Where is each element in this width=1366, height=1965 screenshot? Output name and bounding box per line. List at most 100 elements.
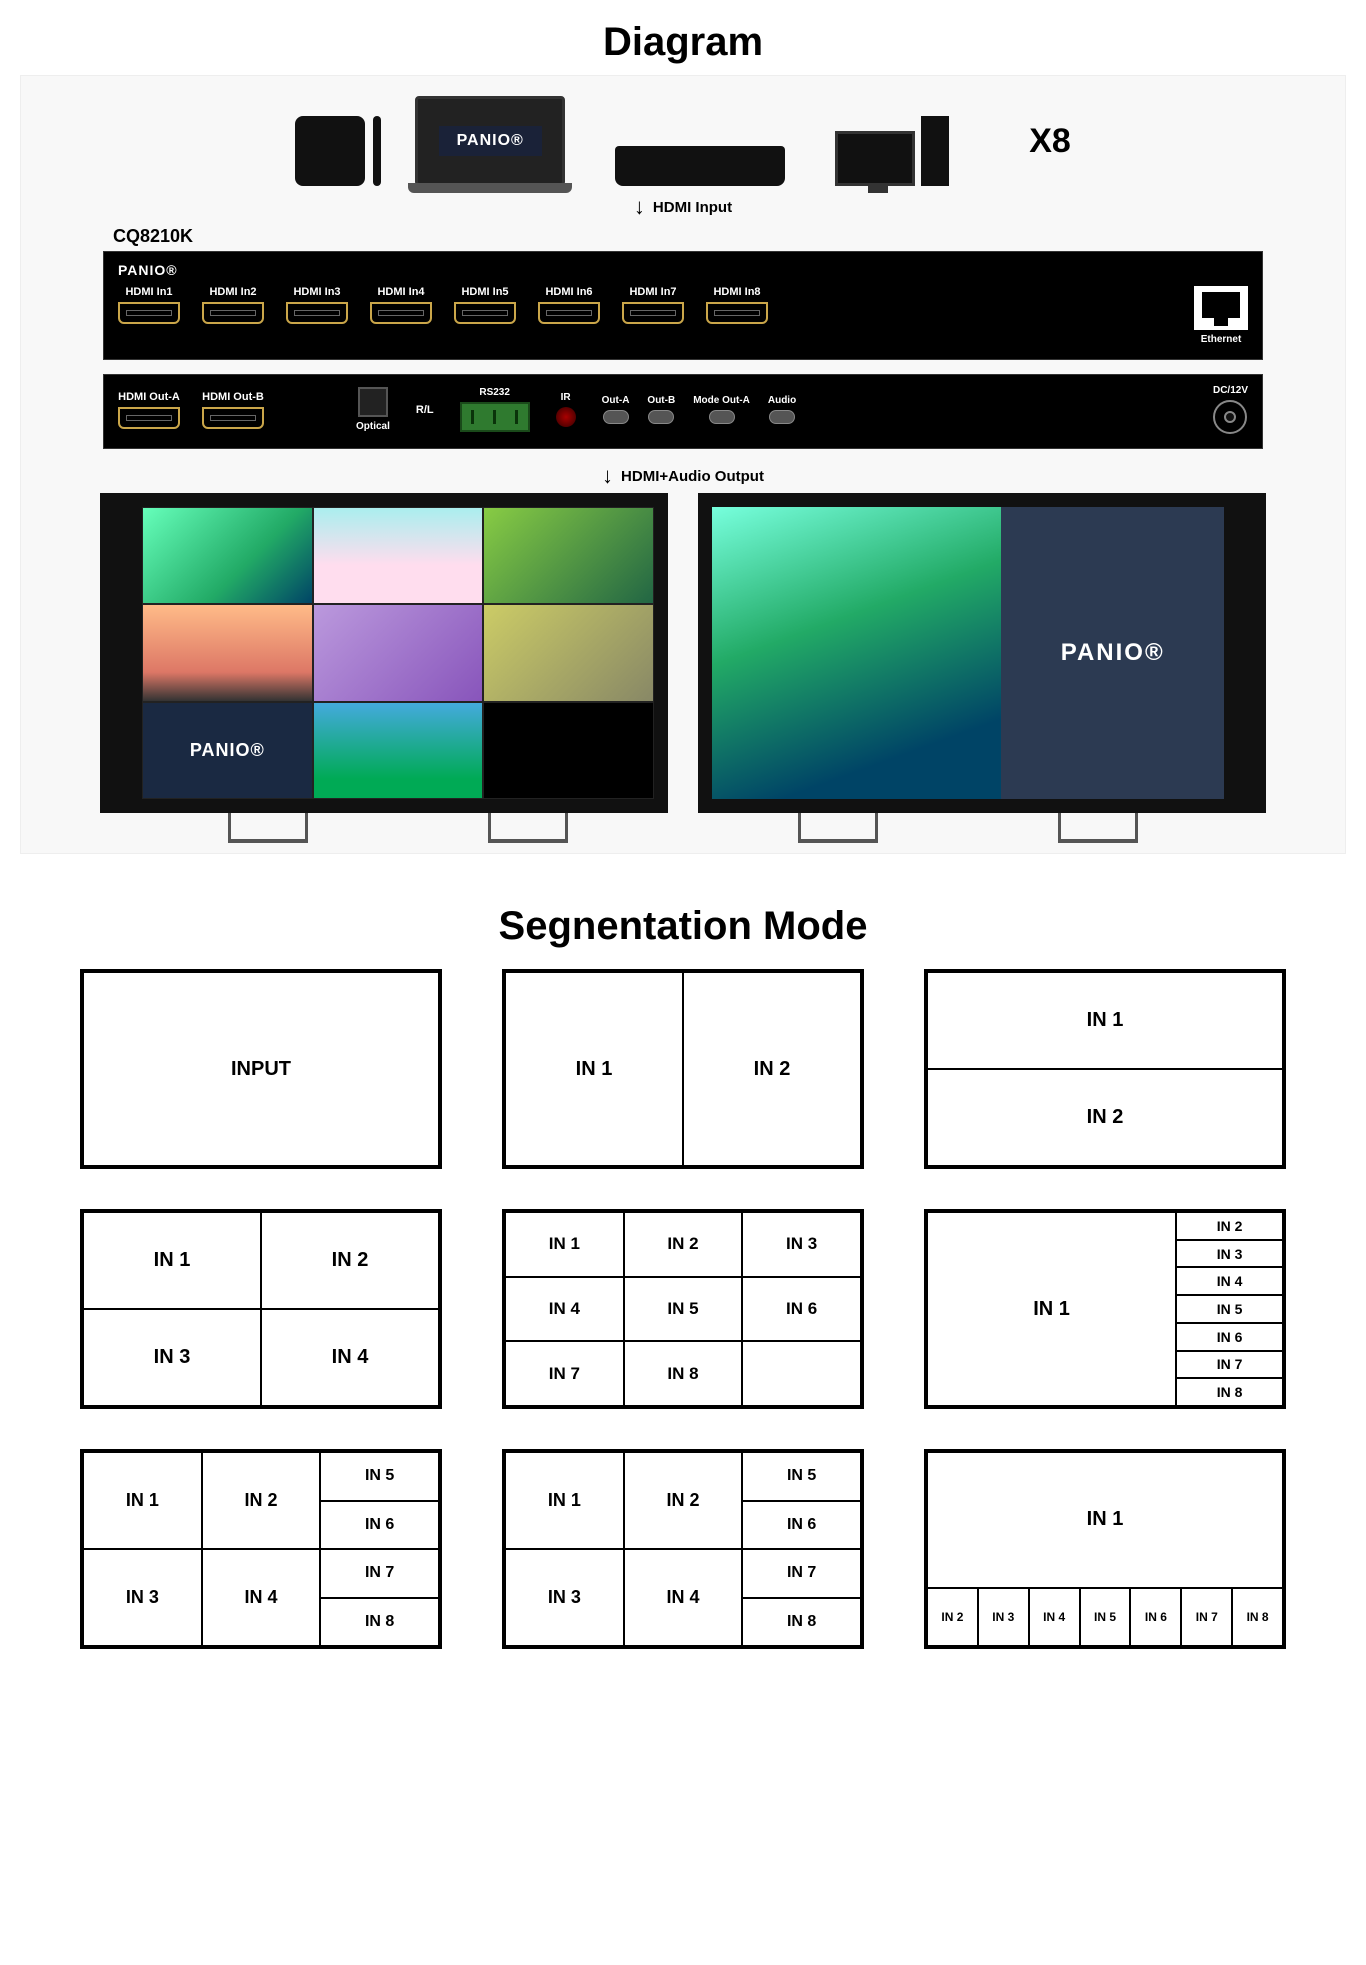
mode-cell: IN 4 — [1029, 1588, 1080, 1646]
mode-cell: IN 4 — [1176, 1267, 1283, 1295]
hdmi-icon — [706, 302, 768, 324]
mode-cell: IN 2 — [624, 1452, 743, 1549]
hdmi-port-label: HDMI In4 — [377, 286, 424, 298]
hdmi-output-label: HDMI+Audio Output — [621, 468, 764, 485]
optical-label: Optical — [356, 421, 390, 432]
diagram-title: Diagram — [0, 0, 1366, 75]
hdmi-in-port: HDMI In1 — [118, 286, 180, 324]
hdmi-port-label: HDMI In7 — [629, 286, 676, 298]
mode-cell: IN 7 — [320, 1549, 439, 1598]
mode-cell: IN 7 — [505, 1341, 624, 1406]
hdmi-port-label: HDMI In1 — [125, 286, 172, 298]
model-number: CQ8210K — [113, 226, 1263, 247]
panel-button[interactable]: Out-B — [647, 395, 675, 424]
ethernet-port: Ethernet — [1194, 286, 1248, 345]
mode-cell: IN 6 — [742, 1501, 861, 1550]
mode-cell: IN 3 — [978, 1588, 1029, 1646]
hdmi-in-port: HDMI In6 — [538, 286, 600, 324]
mode-cell: IN 2 — [927, 1588, 978, 1646]
source-appletv — [295, 116, 365, 186]
tv-thumb-brand: PANIO® — [142, 702, 313, 799]
mode-cell: IN 4 — [505, 1277, 624, 1342]
mode-cell: IN 5 — [1176, 1295, 1283, 1323]
mode-cell: IN 2 — [683, 972, 861, 1166]
hdmi-icon — [370, 302, 432, 324]
tv-thumb — [313, 604, 484, 701]
mode-cell: IN 2 — [927, 1069, 1283, 1166]
hdmi-input-label: HDMI Input — [653, 199, 732, 216]
panel-button[interactable]: Out-A — [602, 395, 630, 424]
segmentation-mode-quad4: IN 1IN 2IN 3IN 4 — [80, 1209, 442, 1409]
hdmi-icon — [538, 302, 600, 324]
hdmi-port-label: HDMI In5 — [461, 286, 508, 298]
button-label: Out-B — [647, 395, 675, 406]
mode-cell: IN 8 — [320, 1598, 439, 1647]
hdmi-port-label: HDMI In2 — [209, 286, 256, 298]
rs232-icon — [460, 402, 530, 432]
mode-cell: IN 5 — [320, 1452, 439, 1501]
source-devices-row: PANIO® X8 — [21, 96, 1345, 186]
mode-cell: IN 6 — [1130, 1588, 1181, 1646]
mode-cell: IN 4 — [261, 1309, 439, 1406]
tv-left: PANIO® — [128, 493, 668, 843]
rs232-port: RS232 — [460, 387, 530, 432]
segmentation-mode-side2: IN 1IN 2 — [502, 969, 864, 1169]
hdmi-port-label: HDMI In3 — [293, 286, 340, 298]
mode-cell: IN 6 — [1176, 1323, 1283, 1351]
ir-label: IR — [561, 392, 571, 403]
laptop-brand: PANIO® — [439, 126, 542, 156]
hdmi-in-port: HDMI In3 — [286, 286, 348, 324]
source-laptop: PANIO® — [415, 96, 565, 186]
mode-cell: IN 8 — [1176, 1378, 1283, 1406]
dc-label: DC/12V — [1213, 385, 1248, 396]
hdmi-port-label: HDMI Out-B — [202, 391, 264, 403]
hdmi-icon — [202, 407, 264, 429]
mode-cell: IN 6 — [320, 1501, 439, 1550]
button-label: Mode Out-A — [693, 395, 750, 406]
source-pc — [835, 116, 949, 186]
segmentation-mode-big1_side7: IN 1IN 2IN 3IN 4IN 5IN 6IN 7IN 8 — [924, 1209, 1286, 1409]
x8-label: X8 — [1029, 122, 1071, 161]
ir-icon — [556, 407, 576, 427]
mode-cell: IN 5 — [1080, 1588, 1131, 1646]
speaker-right — [1238, 493, 1266, 813]
tv-thumb — [483, 604, 654, 701]
mode-cell: IN 3 — [83, 1309, 261, 1406]
panel-button[interactable]: Audio — [768, 395, 796, 424]
mode-cell: IN 8 — [1232, 1588, 1283, 1646]
segmentation-mode-big4_plus4col: IN 1IN 2IN 3IN 4IN 5IN 6IN 7IN 8 — [502, 1449, 864, 1649]
hdmi-icon — [286, 302, 348, 324]
ir-port: IR — [556, 392, 576, 427]
hdmi-icon — [118, 407, 180, 429]
hdmi-in-port: HDMI In2 — [202, 286, 264, 324]
hdmi-in-port: HDMI In5 — [454, 286, 516, 324]
mode-cell: IN 5 — [624, 1277, 743, 1342]
button-cap-icon — [603, 410, 629, 424]
optical-port: Optical — [356, 387, 390, 432]
mode-cell — [742, 1341, 861, 1406]
dc-jack-icon — [1213, 400, 1247, 434]
segmentation-mode-big1_bottom7: IN 1IN 2IN 3IN 4IN 5IN 6IN 7IN 8 — [924, 1449, 1286, 1649]
hdmi-in-port: HDMI In7 — [622, 286, 684, 324]
tv-thumb — [142, 507, 313, 604]
hdmi-out-port: HDMI Out-B — [202, 391, 264, 429]
tv-thumb — [313, 702, 484, 799]
tv-right-brand: PANIO® — [1001, 507, 1224, 799]
mode-cell: IN 5 — [742, 1452, 861, 1501]
mode-cell: IN 3 — [505, 1549, 624, 1646]
mode-cell: IN 8 — [624, 1341, 743, 1406]
arrow-down-icon: ↓ — [634, 194, 645, 220]
rs232-label: RS232 — [479, 387, 510, 398]
mode-cell: IN 7 — [1176, 1351, 1283, 1379]
tv-thumb — [313, 507, 484, 604]
segmentation-mode-grid3x3_8: IN 1IN 2IN 3IN 4IN 5IN 6IN 7IN 8 — [502, 1209, 864, 1409]
ethernet-label: Ethernet — [1201, 334, 1242, 345]
hdmi-output-arrow: ↓ HDMI+Audio Output — [21, 463, 1345, 489]
ethernet-icon — [1194, 286, 1248, 330]
segmentation-title: Segnentation Mode — [0, 884, 1366, 959]
panel-button[interactable]: Mode Out-A — [693, 395, 750, 424]
hdmi-in-port: HDMI In8 — [706, 286, 768, 324]
mode-cell: IN 1 — [83, 1212, 261, 1309]
mode-cell: IN 1 — [83, 1452, 202, 1549]
segmentation-mode-quad4_plus4: IN 1IN 2IN 3IN 4IN 5IN 6IN 7IN 8 — [80, 1449, 442, 1649]
